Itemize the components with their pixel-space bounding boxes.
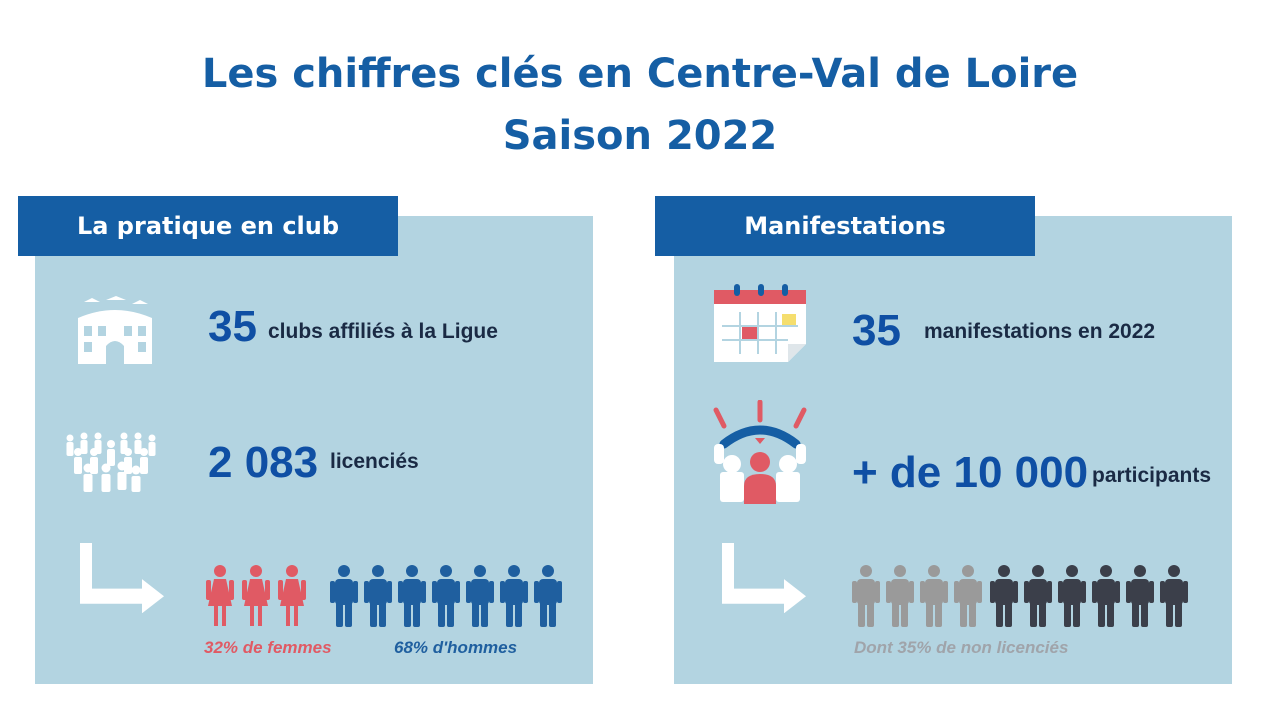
page-subtitle: Saison 2022 <box>502 113 778 159</box>
men-figures <box>330 565 562 627</box>
crowd-icon <box>66 432 156 492</box>
licensees-count: 2 083 <box>208 438 319 487</box>
events-header: Manifestations <box>655 196 1035 256</box>
club-practice-header: La pratique en club <box>18 196 398 256</box>
page-title: Les chiffres clés en Centre-Val de Loire <box>201 51 1079 97</box>
cheering-people-icon <box>713 400 807 504</box>
participants-label: participants <box>1092 464 1212 487</box>
clubs-count: 35 <box>208 302 257 351</box>
licensed-figures <box>990 565 1188 627</box>
women-share: 32% de femmes <box>204 638 332 657</box>
building-icon <box>78 296 152 364</box>
non-licensed-figures <box>852 565 982 627</box>
events-label: manifestations en 2022 <box>924 320 1156 343</box>
participants-count: + de 10 000 <box>852 448 1089 497</box>
women-figures <box>206 565 306 626</box>
arrow-down-right-icon <box>722 543 806 613</box>
events-count: 35 <box>852 306 901 355</box>
calendar-icon <box>714 284 806 362</box>
participant-figures <box>852 565 1188 627</box>
men-share: 68% d'hommes <box>394 638 518 657</box>
arrow-down-right-icon <box>80 543 164 613</box>
gender-figures <box>206 565 562 627</box>
clubs-label: clubs affiliés à la Ligue <box>268 320 498 343</box>
non-licensed-note: Dont 35% de non licenciés <box>854 638 1069 657</box>
licensees-label: licenciés <box>330 450 419 473</box>
